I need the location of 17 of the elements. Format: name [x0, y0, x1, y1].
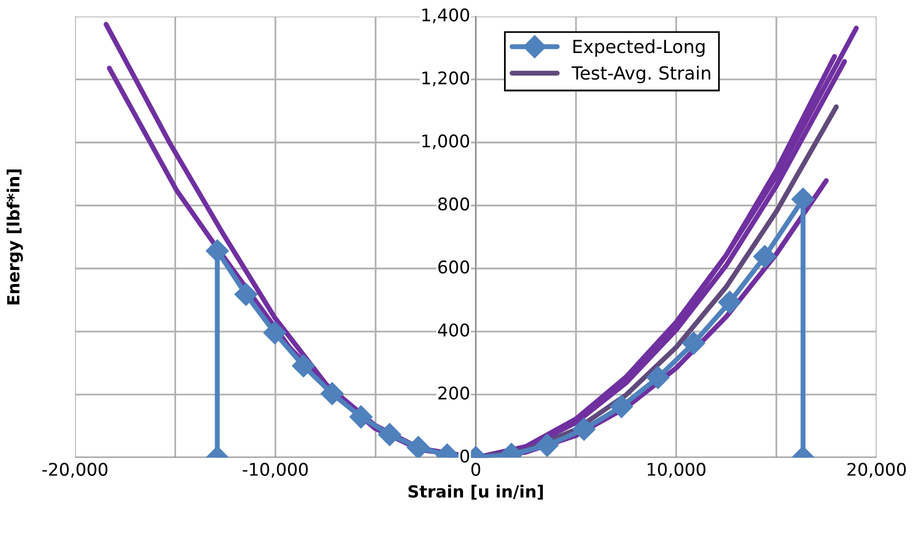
y-tick-label: 800: [438, 197, 470, 211]
x-tick-label: 10,000: [648, 462, 706, 478]
y-tick-label: 1,400: [422, 8, 470, 24]
y-tick-label: 400: [438, 323, 470, 337]
y-axis-title: Energy [lbf*in]: [6, 170, 23, 304]
legend-label: Expected-Long: [573, 39, 704, 57]
y-tick-label: 1,200: [422, 71, 470, 86]
x-tick-label: -10,000: [242, 462, 308, 478]
x-tick-label: 20,000: [847, 462, 906, 478]
y-tick-label: 600: [438, 260, 470, 274]
y-tick-label: 1,000: [422, 134, 470, 150]
x-axis-title: Strain [u in/in]: [408, 484, 543, 500]
legend-label: Test-Avg. Strain: [572, 66, 710, 84]
x-tick-label: 0: [471, 462, 480, 476]
y-tick-label: 200: [438, 386, 470, 400]
y-tick-label: 0: [460, 449, 470, 463]
x-tick-label: -20,000: [42, 462, 108, 478]
